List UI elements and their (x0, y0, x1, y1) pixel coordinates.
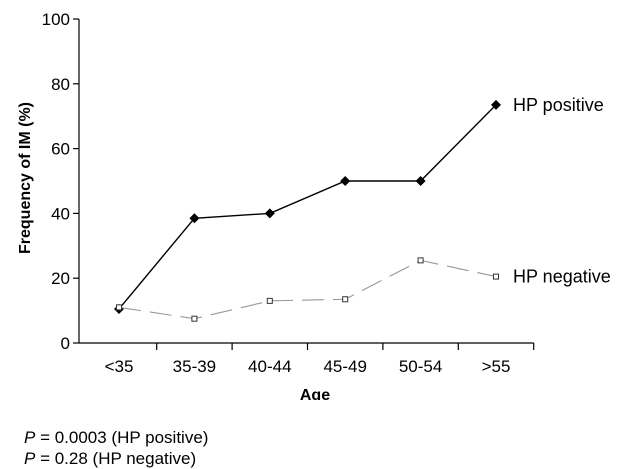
data-point (415, 176, 426, 186)
y-tick-label: 20 (51, 269, 70, 288)
data-point (116, 304, 122, 311)
y-tick-label: 60 (51, 140, 70, 159)
series-label: HP positive (513, 95, 604, 115)
data-point (491, 99, 501, 110)
y-tick-label: 80 (51, 75, 70, 94)
x-tick-label: 50-54 (399, 357, 442, 376)
data-point (417, 257, 424, 264)
y-tick-label: 100 (42, 10, 70, 29)
x-tick-label: 45-49 (323, 357, 366, 376)
data-point (342, 296, 349, 303)
y-tick-label: 0 (61, 334, 70, 353)
series-line (118, 104, 497, 310)
x-tick-label: <35 (105, 357, 134, 376)
data-point (266, 297, 273, 304)
y-tick-label: 40 (51, 204, 70, 223)
data-point (340, 176, 351, 186)
series-label: HP negative (513, 267, 611, 287)
data-point (493, 273, 499, 280)
series-line (118, 259, 497, 320)
data-point (264, 208, 275, 219)
footnote-p-value-hp-negative: P = 0.28 (HP negative) (24, 449, 196, 469)
x-tick-label: 40-44 (248, 357, 291, 376)
chart-axes: 0 20 40 60 80 100 <35 35-39 40-44 45-49 50-54 >55 (42, 10, 535, 376)
x-axis-label: Age (300, 387, 330, 400)
series-hp-positive: HP positive (114, 95, 604, 314)
x-tick-label: 35-39 (173, 357, 216, 376)
series-hp-negative: HP negative (116, 257, 611, 322)
data-point (191, 315, 198, 322)
data-point (189, 213, 200, 224)
chart-series: HP positive HP negative (114, 95, 611, 322)
p-symbol: P (24, 428, 36, 447)
x-tick-label: >55 (482, 357, 511, 376)
p-symbol: P (24, 449, 36, 468)
line-chart: 0 20 40 60 80 100 <35 35-39 40-44 45-49 50-54 >55 H… (17, 10, 611, 400)
y-axis-label: Frequency of IM (%) (17, 102, 34, 254)
footnote-text: = 0.28 (HP negative) (35, 449, 197, 468)
footnote-p-value-hp-positive: P = 0.0003 (HP positive) (24, 428, 208, 448)
footnote-text: = 0.0003 (HP positive) (35, 428, 209, 447)
